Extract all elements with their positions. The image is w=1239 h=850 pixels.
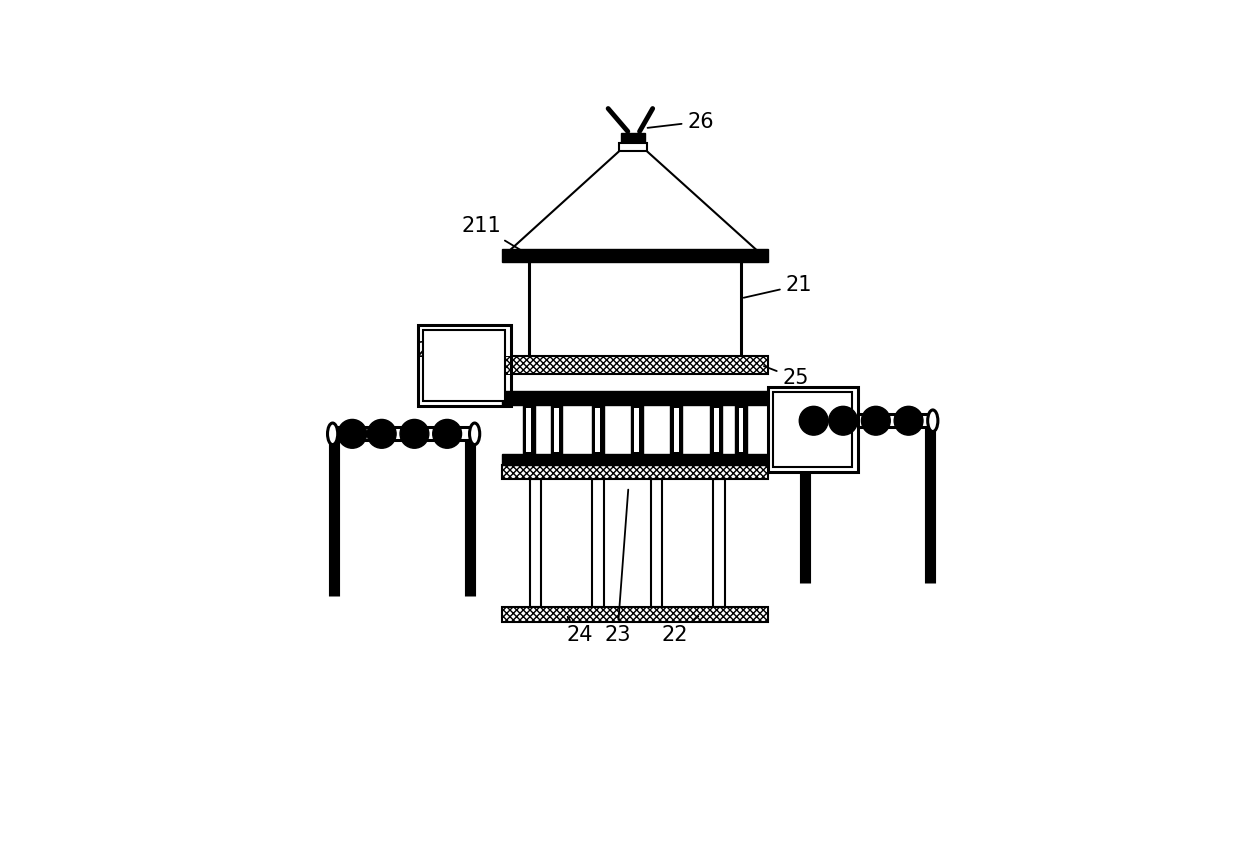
Bar (621, 133, 646, 144)
Bar (592, 405, 603, 454)
Bar (768, 387, 857, 472)
Text: 23: 23 (605, 490, 631, 645)
Ellipse shape (327, 423, 338, 445)
Bar (554, 408, 559, 451)
Text: 22: 22 (662, 616, 699, 645)
Circle shape (895, 406, 923, 435)
Bar (502, 356, 768, 374)
Circle shape (400, 419, 429, 448)
Bar (418, 325, 510, 406)
Bar (527, 408, 532, 451)
Bar (529, 479, 541, 607)
Bar (523, 405, 535, 454)
Bar (550, 405, 563, 454)
Circle shape (367, 419, 396, 448)
Bar (502, 391, 768, 405)
Bar (634, 408, 639, 451)
Bar (595, 408, 600, 451)
Bar (332, 428, 475, 440)
Bar (714, 408, 719, 451)
Text: 25: 25 (764, 366, 809, 388)
Bar (650, 479, 663, 607)
Ellipse shape (928, 410, 938, 432)
Bar (773, 392, 852, 467)
Text: 26: 26 (648, 111, 714, 132)
Bar (670, 405, 683, 454)
Bar (592, 479, 603, 607)
Circle shape (861, 406, 891, 435)
Circle shape (338, 419, 367, 448)
Bar (502, 607, 768, 621)
Bar (735, 405, 747, 454)
Bar (712, 479, 725, 607)
Text: 24: 24 (566, 617, 592, 645)
Bar (422, 330, 506, 401)
Bar (738, 408, 743, 451)
Bar (803, 414, 933, 428)
Bar (502, 356, 768, 374)
Bar (674, 408, 679, 451)
Bar (620, 144, 647, 151)
Text: 21: 21 (743, 275, 812, 298)
Circle shape (799, 406, 828, 435)
Bar (502, 465, 768, 479)
Text: 212: 212 (415, 341, 455, 376)
Bar (502, 607, 768, 621)
Bar (502, 465, 768, 479)
Bar (631, 405, 643, 454)
Bar (502, 249, 768, 263)
Circle shape (432, 419, 462, 448)
Circle shape (829, 406, 857, 435)
Ellipse shape (470, 423, 479, 445)
Ellipse shape (798, 410, 808, 432)
Bar (710, 405, 722, 454)
Bar (502, 454, 768, 465)
Text: 211: 211 (461, 217, 528, 254)
